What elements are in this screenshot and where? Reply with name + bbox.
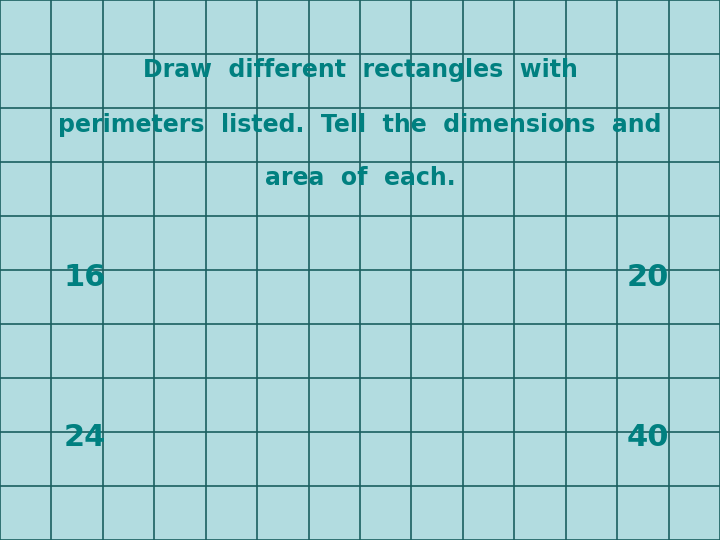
Text: 24: 24 [64, 423, 106, 453]
Text: 16: 16 [64, 264, 107, 293]
Text: 20: 20 [627, 264, 669, 293]
Text: perimeters  listed.  Tell  the  dimensions  and: perimeters listed. Tell the dimensions a… [58, 113, 662, 137]
Text: 40: 40 [626, 423, 670, 453]
Text: Draw  different  rectangles  with: Draw different rectangles with [143, 58, 577, 82]
Text: area  of  each.: area of each. [265, 166, 455, 190]
